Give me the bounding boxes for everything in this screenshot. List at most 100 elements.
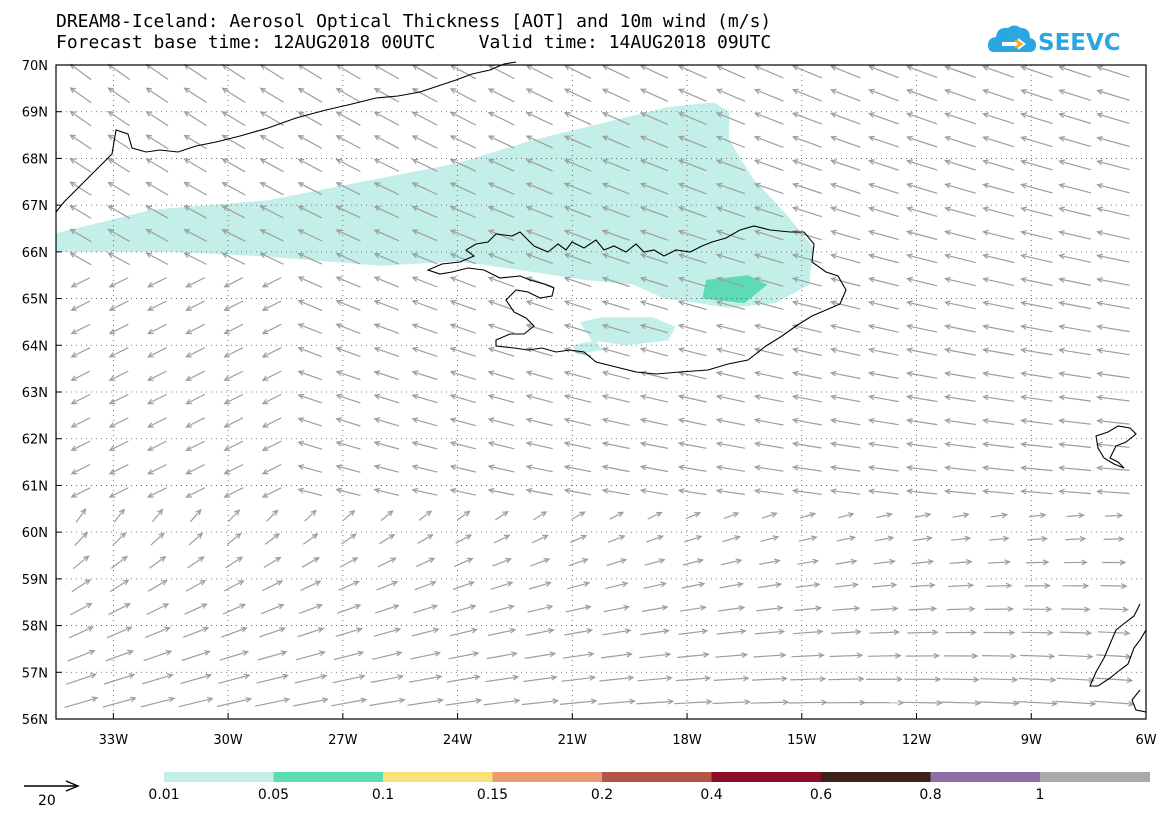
- wind-arrow: [449, 299, 477, 311]
- wind-arrow: [411, 205, 438, 219]
- wind-arrow: [108, 277, 129, 288]
- wind-arrow: [188, 532, 204, 546]
- wind-arrow: [718, 605, 746, 612]
- wind-arrow: [677, 370, 707, 380]
- wind-arrow: [145, 252, 169, 266]
- wind-arrow: [1058, 112, 1092, 125]
- wind-arrow: [829, 159, 861, 171]
- lon-label: 15W: [787, 733, 817, 748]
- wind-arrow: [411, 417, 438, 427]
- wind-arrow: [531, 534, 549, 544]
- wind-arrow: [373, 299, 400, 311]
- wind-arrow: [525, 88, 553, 103]
- wind-arrow: [760, 535, 780, 542]
- wind-arrow: [1027, 535, 1049, 542]
- wind-arrow: [905, 441, 938, 449]
- wind-arrow: [70, 393, 91, 405]
- wind-arrow: [563, 417, 592, 426]
- wind-arrow: [944, 65, 976, 79]
- wind-arrow: [639, 65, 669, 79]
- wind-arrow: [563, 464, 592, 473]
- wind-arrow: [107, 181, 131, 196]
- wind-arrow: [753, 229, 784, 241]
- wind-arrow: [601, 441, 630, 450]
- lon-label: 18W: [672, 733, 702, 748]
- wind-arrow: [332, 674, 366, 684]
- wind-arrow: [487, 464, 515, 473]
- wind-arrow: [563, 229, 592, 241]
- wind-arrow: [829, 417, 861, 426]
- wind-arrow: [562, 651, 595, 659]
- wind-arrow: [569, 534, 588, 544]
- wind-arrow: [866, 676, 904, 683]
- wind-arrow: [830, 135, 861, 148]
- wind-arrow: [599, 675, 635, 682]
- wind-arrow: [297, 464, 323, 473]
- wind-arrow: [982, 253, 1015, 264]
- wind-arrow: [411, 88, 438, 103]
- wind-arrow: [791, 488, 822, 495]
- wind-arrow: [792, 628, 824, 635]
- wind-arrow: [1096, 347, 1130, 356]
- wind-arrow: [791, 441, 822, 449]
- wind-arrow: [145, 205, 169, 219]
- wind-arrow: [905, 370, 938, 379]
- wind-arrow: [411, 370, 438, 381]
- wind-arrow: [525, 323, 553, 334]
- wind-arrow: [723, 512, 740, 520]
- wind-arrow: [449, 440, 476, 450]
- wind-arrow: [563, 206, 592, 218]
- wind-arrow: [905, 652, 941, 659]
- wind-arrow: [223, 463, 244, 475]
- wind-arrow: [753, 323, 784, 333]
- wind-arrow: [487, 159, 515, 172]
- wind-arrow: [447, 674, 481, 683]
- aot-shading-layer: [56, 102, 814, 355]
- wind-arrow: [494, 510, 509, 521]
- wind-arrow: [525, 417, 553, 427]
- faroe-islands-coastline: [1095, 425, 1137, 469]
- wind-arrow: [1020, 300, 1053, 310]
- wind-arrow: [449, 417, 476, 427]
- wind-arrow: [983, 629, 1016, 636]
- wind-arrow: [1058, 89, 1092, 101]
- wind-arrow: [982, 88, 1015, 102]
- wind-arrow: [449, 182, 477, 195]
- lat-label: 62N: [22, 433, 48, 448]
- wind-arrow: [147, 579, 168, 592]
- wind-arrow: [185, 393, 206, 405]
- wind-arrow: [183, 181, 207, 196]
- wind-arrow: [753, 417, 784, 426]
- wind-arrow: [335, 158, 361, 173]
- wind-arrow: [110, 555, 129, 569]
- wind-arrow: [677, 488, 707, 496]
- wind-arrow: [108, 393, 129, 405]
- wind-arrow: [952, 512, 970, 519]
- wind-arrow: [791, 182, 822, 195]
- wind-arrow: [644, 558, 666, 566]
- wind-arrow: [487, 182, 515, 195]
- wind-arrow: [1020, 394, 1053, 402]
- wind-arrow: [373, 111, 400, 126]
- wind-arrow: [150, 532, 165, 546]
- wind-arrow: [601, 65, 630, 79]
- wind-arrow: [487, 88, 515, 103]
- wind-arrow: [339, 557, 359, 568]
- wind-arrow: [677, 347, 707, 357]
- wind-arrow: [868, 88, 899, 102]
- colorbar-label: 0.6: [810, 787, 832, 803]
- wind-arrow: [335, 487, 361, 496]
- wind-arrow: [647, 511, 663, 520]
- wind-arrow: [1096, 277, 1130, 286]
- wind-arrow: [487, 346, 515, 357]
- wind-arrow: [600, 651, 633, 659]
- wind-arrow: [489, 604, 515, 613]
- wind-arrow: [487, 229, 515, 242]
- wind-arrow: [223, 417, 244, 428]
- wind-arrow: [301, 557, 321, 568]
- wind-arrow: [715, 441, 746, 449]
- wind-arrow: [1065, 535, 1087, 542]
- wind-arrow: [335, 464, 361, 473]
- wind-arrow: [639, 347, 669, 357]
- aot-colorbar: 0.01 0.05 0.1 0.15 0.2 0.4 0.6 0.8 1: [148, 772, 1150, 803]
